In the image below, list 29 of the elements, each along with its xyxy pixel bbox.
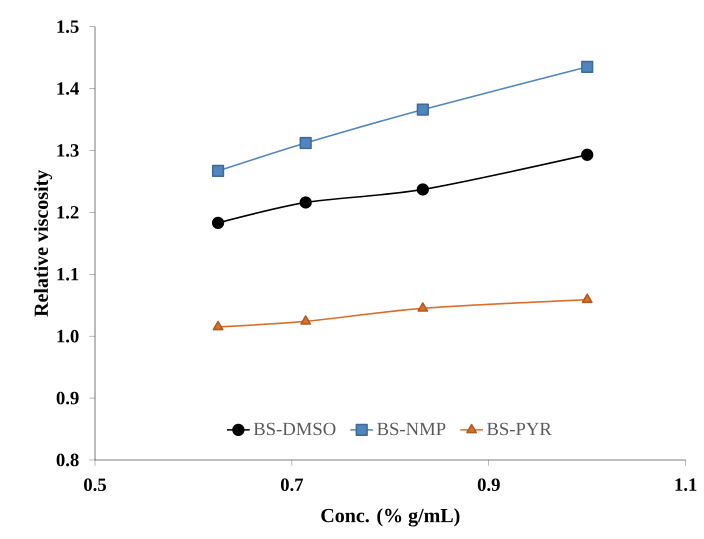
point <box>416 183 429 196</box>
point <box>581 60 594 74</box>
point <box>582 294 593 304</box>
y-tick-label: 1.5 <box>57 20 79 33</box>
x-tick-label: 0.5 <box>84 478 106 492</box>
y-tick-label: 1.2 <box>57 206 78 219</box>
point <box>417 302 428 312</box>
y-axis-title: Relative viscosity <box>34 170 52 317</box>
point <box>212 320 224 330</box>
x-tick-label: 0.9 <box>478 478 500 492</box>
y-tick-label: 1.0 <box>57 330 79 343</box>
point <box>212 164 224 178</box>
point <box>300 196 312 209</box>
point <box>300 136 312 150</box>
y-tick-label: 0.8 <box>56 454 79 466</box>
x-tick-label: 0.7 <box>280 478 304 492</box>
point <box>300 315 312 325</box>
x-tick-label: 1.1 <box>675 478 696 491</box>
point <box>416 103 429 116</box>
y-tick-label: 1.1 <box>57 268 78 281</box>
legend-label: BS-PYR <box>486 422 552 436</box>
point <box>212 216 224 230</box>
y-tick-label: 1.4 <box>57 82 79 95</box>
legend-label: BS-DMSO <box>254 422 336 436</box>
y-tick-label: 1.3 <box>57 144 79 157</box>
point <box>581 148 594 161</box>
y-tick-label: 0.9 <box>56 392 79 404</box>
legend-label: BS-NMP <box>377 422 446 436</box>
x-axis-title: Conc. (% g/mL) <box>321 508 460 527</box>
